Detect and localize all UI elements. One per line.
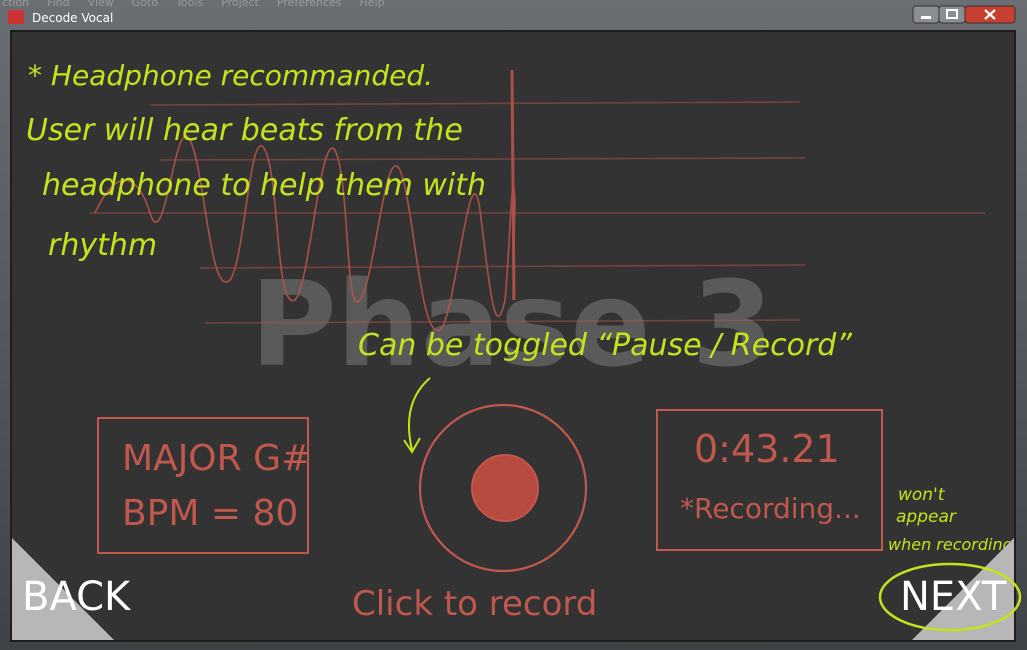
menu-item: Find xyxy=(47,0,70,9)
waveform-sketch xyxy=(90,69,985,331)
annotation-headphone: * Headphone recommanded. xyxy=(28,59,433,92)
annotation-toggle: Can be toggled “Pause / Record” xyxy=(358,328,852,363)
next-label: NEXT xyxy=(900,574,1007,620)
window-buttons xyxy=(912,5,1016,24)
annotation-beats: User will hear beats from the xyxy=(26,113,463,148)
recording-status: *Recording... xyxy=(680,492,861,525)
annotation-wont-appear: appear xyxy=(896,507,957,527)
next-highlight xyxy=(878,562,1022,632)
record-hint: Click to record xyxy=(352,584,597,624)
annotation-arrow xyxy=(403,377,431,454)
menu-item: Preferences xyxy=(277,0,342,9)
annotation-wont-appear: won't xyxy=(898,485,946,505)
back-corner xyxy=(12,538,114,640)
menu-item: Help xyxy=(360,0,385,9)
annotation-wont-appear: when recording xyxy=(888,535,1013,554)
next-button[interactable]: NEXT xyxy=(878,538,1022,640)
key-panel xyxy=(97,417,309,554)
close-icon xyxy=(984,9,996,20)
key-label: MAJOR G# xyxy=(122,438,311,479)
window-title: Decode Vocal xyxy=(32,11,113,25)
background-menu: ction Find View Goto Tools Project Preferences… xyxy=(2,0,385,9)
menu-item: Goto xyxy=(132,0,159,9)
next-corner xyxy=(912,538,1014,640)
minimize-button[interactable] xyxy=(912,5,940,24)
minimize-icon xyxy=(921,16,931,19)
menu-item: Project xyxy=(221,0,259,9)
menu-item: ction xyxy=(2,0,29,9)
back-label: BACK xyxy=(22,574,132,620)
annotation-beats: rhythm xyxy=(48,228,157,263)
timer-panel xyxy=(656,409,883,551)
menu-item: View xyxy=(88,0,114,9)
app-icon xyxy=(8,10,24,24)
bpm-label: BPM = 80 xyxy=(122,493,298,534)
record-button[interactable] xyxy=(418,403,588,573)
timer-value: 0:43.21 xyxy=(694,427,840,471)
maximize-icon xyxy=(946,9,958,19)
annotation-beats: headphone to help them with xyxy=(42,168,486,203)
record-ring xyxy=(418,403,588,573)
menu-item: Tools xyxy=(175,0,203,9)
record-dot xyxy=(471,454,539,522)
phase-watermark: Phase 3 xyxy=(250,255,774,393)
maximize-button[interactable] xyxy=(938,5,966,24)
back-button[interactable]: BACK xyxy=(12,538,132,640)
